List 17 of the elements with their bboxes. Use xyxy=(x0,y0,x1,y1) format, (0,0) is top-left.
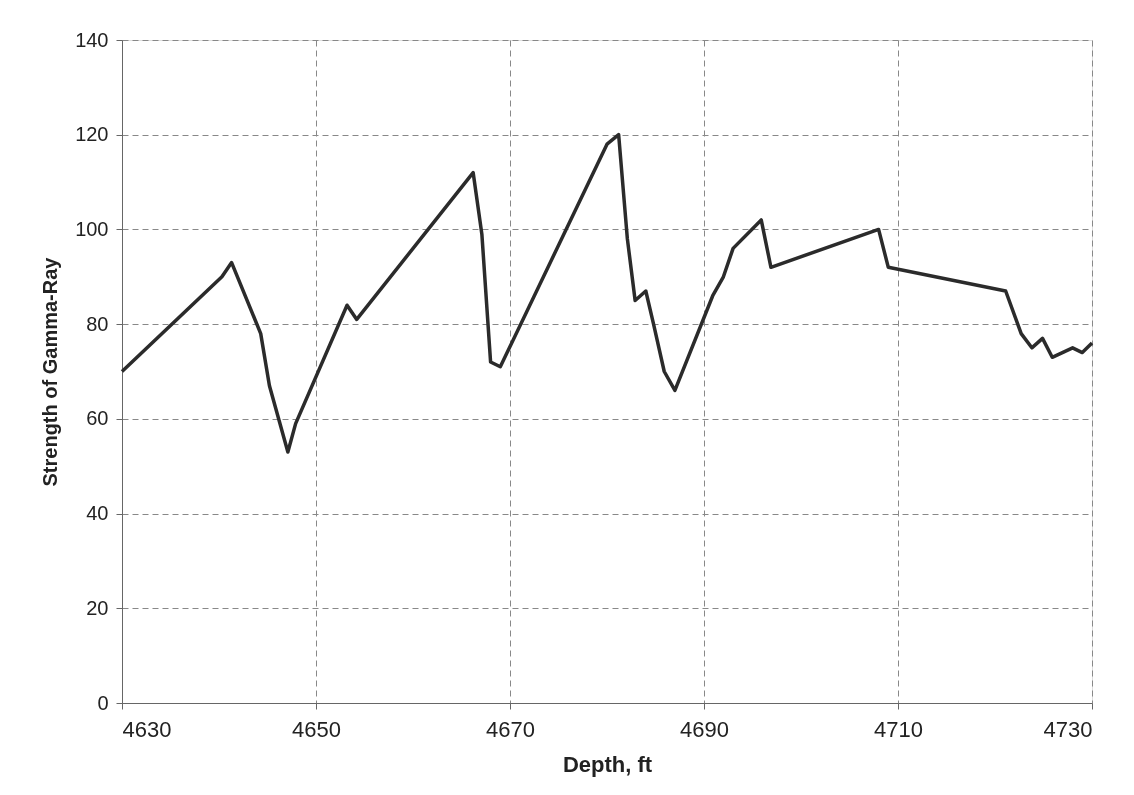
y-tick-label: 100 xyxy=(75,217,109,240)
y-tick-label: 20 xyxy=(86,596,109,619)
y-tick-label: 120 xyxy=(75,123,109,146)
x-tick-label: 4670 xyxy=(486,716,535,742)
line-series xyxy=(120,132,1094,454)
y-tick-label: 80 xyxy=(86,312,109,335)
y-tick-label: 40 xyxy=(86,502,109,525)
x-axis-title: Depth, ft xyxy=(562,751,653,777)
x-tick-label: 4710 xyxy=(874,716,923,742)
y-axis-title: Strength of Gamma-Ray xyxy=(39,256,62,487)
x-tick-label: 4630 xyxy=(122,716,172,742)
y-tick-label: 60 xyxy=(86,407,109,430)
y-tick-label: 0 xyxy=(97,691,109,714)
x-tick-label: 4690 xyxy=(680,716,729,742)
y-tick-label: 140 xyxy=(75,28,109,51)
x-tick-label: 4730 xyxy=(1043,716,1093,742)
x-tick-label: 4650 xyxy=(292,716,341,742)
